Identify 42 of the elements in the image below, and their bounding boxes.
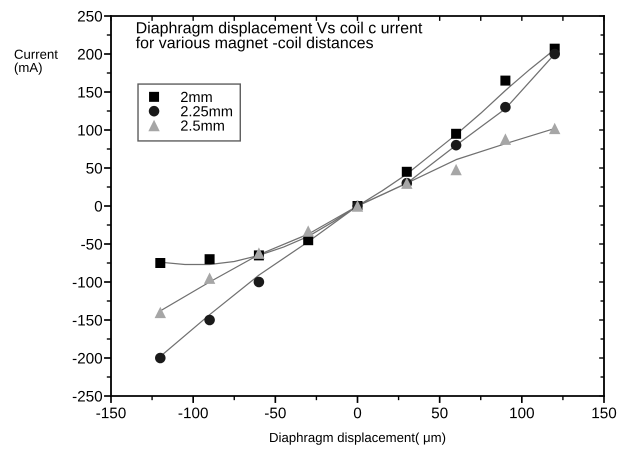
x-axis-title: Diaphragm displacement( μm) (270, 432, 446, 445)
point (154, 306, 166, 318)
point (500, 76, 510, 86)
y-tick-label: -250 (72, 390, 102, 402)
y-axis-title: Current (mA) (14, 50, 58, 75)
x-tick-label: 50 (432, 408, 448, 418)
x-tick-label: -150 (96, 408, 126, 418)
y-tick-label: -100 (72, 276, 102, 288)
legend-label: 2.25mm (181, 106, 232, 116)
point (155, 258, 166, 268)
y-tick-label: -200 (72, 352, 102, 364)
y-tick-label: 250 (78, 10, 102, 22)
point (253, 247, 265, 259)
point (254, 276, 264, 288)
point (302, 225, 314, 237)
text: Diaphragm displacement Vs coil c urrent for various magnet -coil distances (136, 22, 422, 52)
point (402, 166, 412, 177)
x-tick-label: 100 (510, 408, 534, 418)
point (549, 48, 560, 60)
point (500, 133, 512, 145)
point (204, 272, 216, 284)
point (500, 102, 511, 112)
point (549, 122, 560, 134)
point (450, 164, 462, 176)
y-tick-label: -50 (81, 238, 102, 250)
point (204, 314, 215, 326)
x-tick-label: -50 (264, 408, 286, 418)
legend-label: 2mm (181, 92, 212, 102)
y-tick-label: 200 (78, 48, 102, 60)
legend-label: 2.5mm (181, 120, 224, 131)
y-tick-label: 100 (78, 124, 102, 136)
point (155, 352, 166, 364)
y-tick-label: 50 (86, 162, 102, 174)
x-tick-label: 150 (592, 408, 616, 418)
x-tick-label: 0 (354, 408, 362, 418)
point (451, 128, 462, 139)
y-tick-label: 0 (94, 200, 102, 212)
x-tick-label: -100 (178, 408, 208, 418)
y-tick-label: -150 (72, 314, 102, 326)
point (204, 254, 215, 264)
y-tick-label: 150 (78, 86, 102, 98)
point (450, 140, 462, 150)
